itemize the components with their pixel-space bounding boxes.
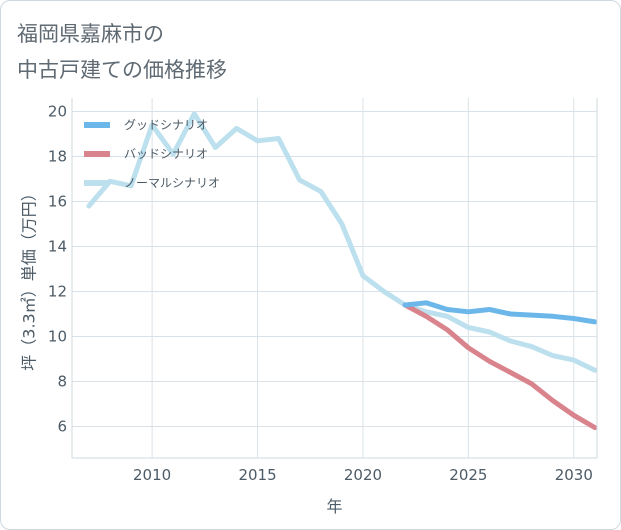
title-line-1: 福岡県嘉麻市の <box>17 22 164 46</box>
x-tick-label: 2010 <box>133 466 171 484</box>
normal-scenario-line <box>86 111 597 373</box>
x-tick-label: 2030 <box>555 466 593 484</box>
y-tick-label: 16 <box>48 193 67 211</box>
chart-title: 福岡県嘉麻市の 中古戸建ての価格推移 <box>17 16 227 88</box>
y-tick-label: 8 <box>57 373 67 391</box>
x-tick-label: 2025 <box>449 466 487 484</box>
grid <box>72 98 597 458</box>
x-axis-label: 年 <box>326 497 342 516</box>
title-line-2: 中古戸建ての価格推移 <box>17 58 227 82</box>
y-tick-label: 20 <box>48 103 67 121</box>
series-lines <box>86 111 597 431</box>
y-tick-label: 18 <box>48 148 67 166</box>
x-tick-label: 2020 <box>344 466 382 484</box>
x-tick-label: 2015 <box>238 466 276 484</box>
y-tick-label: 6 <box>57 418 67 436</box>
tick-labels: 2010 2015 2020 2025 2030 6 8 10 12 14 16 18 20 <box>48 103 593 485</box>
plot-frame <box>71 98 598 459</box>
y-tick-label: 10 <box>48 328 67 346</box>
y-tick-label: 14 <box>48 238 67 256</box>
good-scenario-line <box>402 300 597 325</box>
bad-scenario-line <box>402 302 597 431</box>
y-tick-label: 12 <box>48 283 67 301</box>
legend-normal-label: ノーマルシナリオ <box>124 176 220 190</box>
legend-good-label: グッドシナリオ <box>124 118 208 132</box>
y-axis-label: 坪（3.3㎡）単価（万円） <box>20 185 39 370</box>
legend-bad-label: バッドシナリオ <box>124 147 208 161</box>
